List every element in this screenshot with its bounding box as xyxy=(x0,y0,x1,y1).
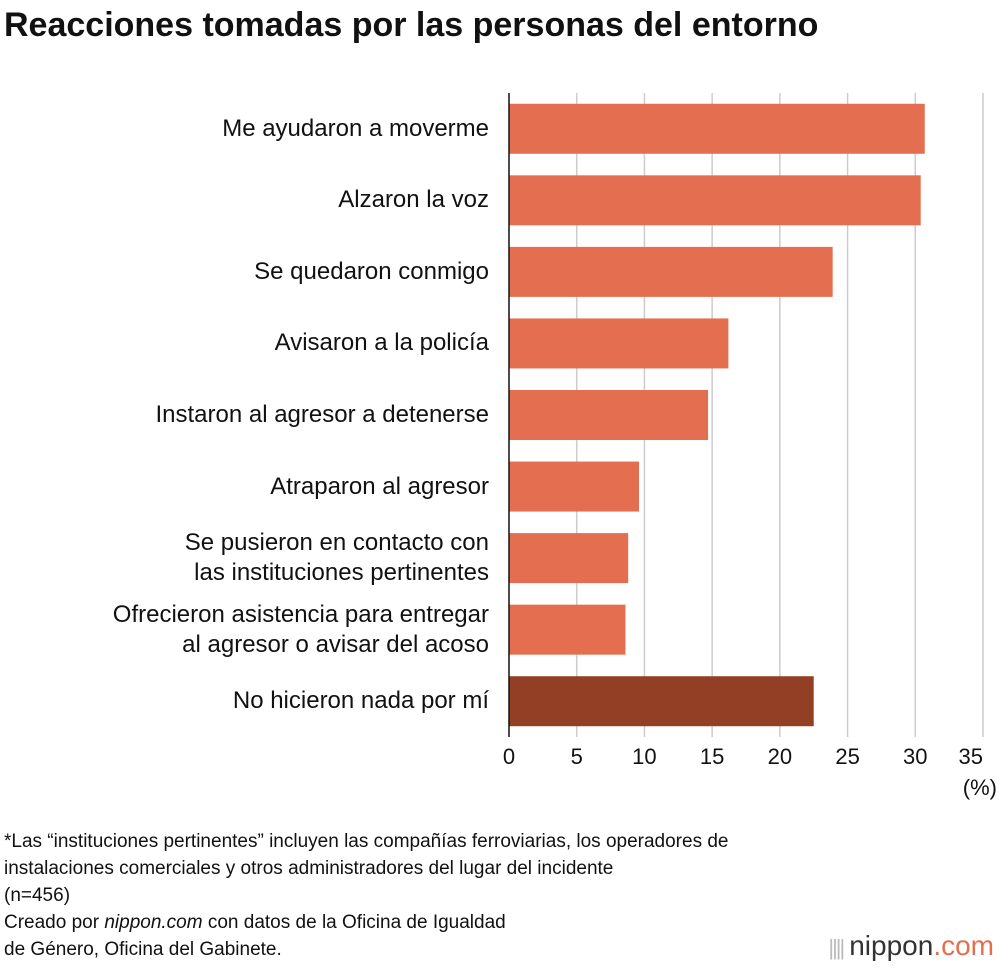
bar xyxy=(509,604,626,655)
logo: |||| nippon.com xyxy=(828,930,994,962)
bar xyxy=(509,461,640,512)
bar xyxy=(509,103,925,154)
bar xyxy=(509,246,833,297)
category-label: Avisaron a la policía xyxy=(274,329,489,357)
logo-name: nippon xyxy=(849,930,934,961)
category-label: No hicieron nada por mí xyxy=(232,687,489,715)
source-text: Creado por xyxy=(4,912,105,933)
x-tick-label: 0 xyxy=(503,744,515,769)
x-tick-label: 15 xyxy=(700,744,724,769)
logo-icon: |||| xyxy=(828,935,845,960)
category-label: Instaron al agresor a detenerse xyxy=(155,401,489,428)
bar xyxy=(509,676,814,727)
category-label: Atraparon al agresor xyxy=(270,472,489,500)
bar xyxy=(509,390,709,440)
source-site: nippon.com xyxy=(104,912,203,933)
x-tick-label: 5 xyxy=(571,744,583,769)
source-text: con datos de la Oficina de Igualdad de G… xyxy=(4,912,506,960)
category-label: Ofrecieron asistencia para entregar al a… xyxy=(112,600,489,658)
bar xyxy=(509,318,729,369)
category-label: Alzaron la voz xyxy=(338,186,489,214)
x-tick-label: 25 xyxy=(835,744,859,769)
x-tick-label: 35 xyxy=(959,744,983,769)
category-label: Se pusieron en contacto con las instituc… xyxy=(184,529,489,587)
x-axis-label: (%) xyxy=(963,775,997,800)
source: Creado por nippon.com con datos de la Of… xyxy=(4,909,506,963)
bar xyxy=(509,175,921,226)
category-label: Me ayudaron a moverme xyxy=(222,114,489,142)
x-tick-label: 30 xyxy=(903,744,927,769)
x-tick-label: 10 xyxy=(632,744,656,769)
bar xyxy=(509,533,629,584)
chart-title: Reacciones tomadas por las personas del … xyxy=(4,6,819,44)
x-tick-label: 20 xyxy=(768,744,792,769)
logo-suffix: .com xyxy=(933,930,994,961)
category-label: Se quedaron conmigo xyxy=(254,257,489,285)
note: *Las “instituciones pertinentes” incluye… xyxy=(4,831,729,906)
